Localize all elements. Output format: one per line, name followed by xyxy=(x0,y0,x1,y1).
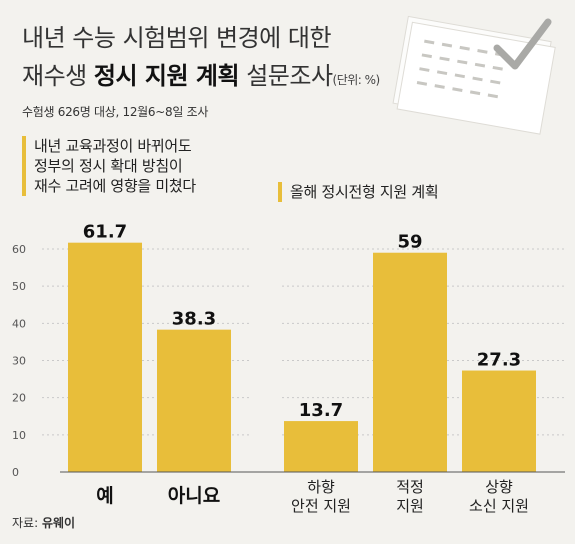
value-label: 13.7 xyxy=(299,400,343,421)
value-label: 27.3 xyxy=(477,350,521,371)
category-label: 지원 xyxy=(396,497,424,515)
y-tick-label: 40 xyxy=(12,317,26,330)
y-tick-label: 30 xyxy=(12,355,26,368)
y-tick-label: 20 xyxy=(12,392,26,405)
y-tick-label: 0 xyxy=(12,466,19,479)
chart1-question-line: 재수 고려에 영향을 미쳤다 xyxy=(34,177,196,195)
source-note: 자료: 유웨이 xyxy=(12,514,75,531)
bar-1 xyxy=(284,421,358,472)
category-label: 상향 xyxy=(485,478,513,496)
bar-3 xyxy=(462,370,536,472)
value-label: 61.7 xyxy=(83,222,127,243)
title-line2-pre: 재수생 xyxy=(22,62,94,90)
category-label: 적정 xyxy=(396,478,424,496)
y-tick-label: 60 xyxy=(12,243,26,256)
y-tick-label: 50 xyxy=(12,280,26,293)
category-label: 하향 xyxy=(307,478,335,496)
bar-2 xyxy=(157,329,231,472)
checklist-paper-icon xyxy=(392,15,556,135)
title-line2-bold: 정시 지원 계획 xyxy=(93,62,240,90)
chart1-question-line: 정부의 정시 확대 방침이 xyxy=(34,157,183,175)
chart-title-line1: 내년 수능 시험범위 변경에 대한 xyxy=(22,24,332,52)
survey-note: 수험생 626명 대상, 12월6~8일 조사 xyxy=(22,105,209,119)
chart-title-line2: 재수생 정시 지원 계획 설문조사(단위: %) xyxy=(22,56,380,91)
value-label: 59 xyxy=(397,232,422,253)
chart1-question-line: 내년 교육과정이 바뀌어도 xyxy=(34,137,192,155)
category-label: 안전 지원 xyxy=(291,497,351,515)
chart2-question: 올해 정시전형 지원 계획 xyxy=(278,182,439,202)
source-name: 유웨이 xyxy=(41,516,76,530)
value-label: 38.3 xyxy=(172,309,216,330)
category-label: 소신 지원 xyxy=(469,497,529,515)
chart1-question: 내년 교육과정이 바뀌어도 정부의 정시 확대 방침이 재수 고려에 영향을 미… xyxy=(22,136,196,196)
unit-label: (단위: %) xyxy=(332,73,381,87)
y-tick-label: 10 xyxy=(12,429,26,442)
bar-1 xyxy=(68,242,142,472)
category-label: 예 xyxy=(96,485,113,507)
category-label: 아니요 xyxy=(168,485,220,507)
title-line2-post: 설문조사 xyxy=(239,62,333,90)
bar-2 xyxy=(373,252,447,472)
source-label: 자료: xyxy=(12,516,39,530)
